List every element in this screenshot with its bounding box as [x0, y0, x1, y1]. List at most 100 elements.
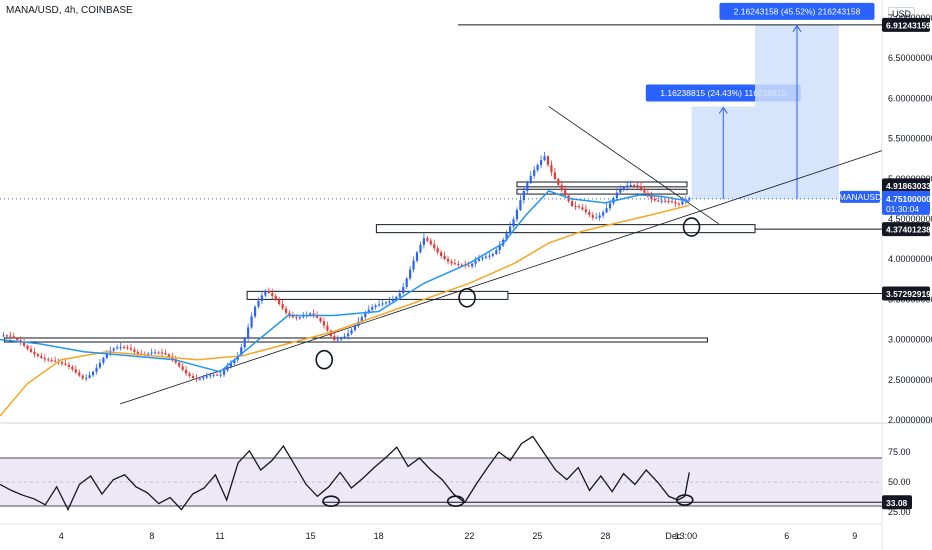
highlight-circle [458, 287, 476, 308]
support-zone [516, 181, 688, 188]
candle-body [153, 352, 157, 354]
candle-body [23, 342, 26, 346]
candle-body [47, 359, 50, 361]
measure-arrowhead [718, 106, 728, 114]
candle-body [229, 363, 233, 367]
candle-body [539, 160, 543, 166]
highlight-circle [682, 217, 701, 237]
candle-body [653, 198, 656, 201]
support-zone [4, 337, 708, 343]
candle-body [9, 335, 12, 337]
candle-body [336, 339, 339, 341]
candle-body [278, 299, 281, 304]
candle-body [29, 348, 33, 352]
candle-body [536, 165, 539, 170]
time-axis-tick: 28 [600, 531, 610, 541]
candle-body [395, 296, 398, 300]
candle-body [126, 347, 129, 349]
time-axis-tick: 25 [532, 531, 542, 541]
candle-body [581, 207, 584, 210]
time-axis-tick: 15 [306, 531, 316, 541]
candle-body [529, 175, 532, 183]
candle-body [202, 377, 205, 379]
candle-body [54, 360, 57, 362]
candle-body [329, 330, 332, 337]
candle-body [595, 217, 598, 219]
candle-body [288, 312, 291, 316]
candle-body [88, 375, 91, 378]
candle-body [105, 353, 108, 358]
candle-body [629, 184, 632, 186]
rsi-axis-tick: 75.00 [888, 447, 911, 457]
time-axis-tick: 4 [59, 531, 64, 541]
time-axis-tick: Dec [665, 531, 682, 541]
candle-body [33, 351, 36, 355]
candle-body [664, 200, 667, 202]
candle-body [60, 362, 64, 364]
candle-body [350, 330, 353, 334]
price-tag-label: 3.57292919 [886, 289, 931, 299]
candle-body [519, 200, 522, 210]
candle-body [498, 245, 501, 251]
candle-body [212, 374, 215, 376]
candle-body [677, 203, 681, 205]
candle-body [116, 347, 119, 349]
candle-body [219, 374, 222, 376]
candle-body [81, 375, 84, 379]
candle-body [371, 307, 374, 310]
candle-body [260, 295, 264, 301]
rsi-highlight-circle [675, 494, 694, 506]
candle-body [681, 201, 684, 205]
candle-body [71, 366, 74, 370]
candle-body [346, 333, 350, 337]
trendline [548, 106, 719, 225]
candle-body [533, 169, 536, 176]
candle-body [91, 371, 95, 376]
candle-body [271, 292, 274, 296]
measure-label: 1.16238815 (24.43%) 116238815 [660, 88, 786, 98]
price-tag-bg [882, 17, 930, 32]
candle-body [657, 200, 660, 202]
candle-body [446, 258, 450, 262]
candle-body [588, 212, 591, 215]
candle-body [409, 269, 412, 279]
candle-body [574, 205, 577, 207]
candle-body [95, 367, 98, 372]
candle-body [619, 189, 622, 193]
candle-body [274, 295, 277, 300]
time-axis-tick: 18 [374, 531, 384, 541]
candle-body [426, 238, 429, 241]
price-axis-tick: 5.50000000 [888, 134, 932, 144]
candle-body [415, 252, 419, 261]
price-tag-label: 6.91243159 [886, 20, 931, 30]
candle-body [557, 179, 560, 185]
candle-body [550, 164, 553, 173]
candle-body [515, 209, 519, 220]
ema-fast-line [0, 190, 690, 373]
candle-body [129, 348, 133, 350]
support-zone [516, 188, 688, 195]
candle-body [267, 290, 270, 293]
candle-body [384, 302, 388, 304]
candle-body [147, 353, 150, 355]
candle-body [367, 309, 370, 314]
currency-button[interactable]: USD [888, 7, 916, 21]
time-axis-tick: 8 [149, 531, 154, 541]
candle-body [467, 265, 470, 267]
candle-body [488, 255, 491, 257]
price-axis-tick: 2.50000000 [888, 375, 932, 385]
candle-body [150, 352, 153, 354]
candle-body [388, 301, 391, 303]
candle-body [43, 357, 46, 360]
candle-body [495, 250, 498, 255]
candle-body [119, 347, 122, 349]
candle-body [122, 347, 126, 349]
candle-body [553, 172, 556, 180]
candle-body [505, 233, 508, 240]
candle-body [391, 299, 394, 302]
candle-body [98, 362, 102, 368]
candle-body [67, 364, 71, 367]
candle-body [64, 363, 67, 365]
candle-body [5, 335, 8, 337]
